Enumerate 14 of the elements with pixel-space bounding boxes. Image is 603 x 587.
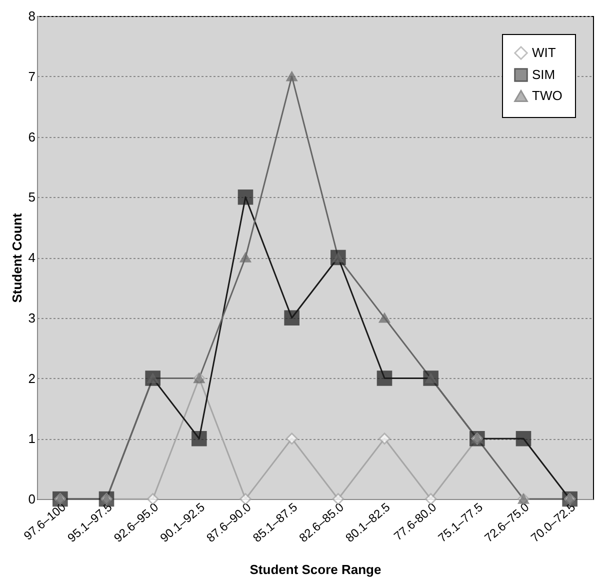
y-axis-title: Student Count [9, 212, 24, 303]
y-tick-label: 3 [28, 310, 36, 326]
y-tick-label: 1 [28, 431, 36, 446]
legend-label: SIM [532, 67, 556, 82]
x-axis-title: Student Score Range [250, 562, 382, 578]
y-tick-label: 0 [28, 492, 36, 506]
y-tick-label: 4 [28, 250, 36, 265]
y-tick-label: 8 [28, 8, 36, 24]
y-tick-label: 5 [28, 190, 36, 205]
y-tick-label: 2 [28, 370, 36, 386]
y-tick-label: 6 [28, 129, 36, 144]
y-tick-label: 7 [28, 68, 36, 84]
legend-label: WIT [532, 45, 556, 60]
legend-label: TWO [532, 88, 562, 103]
